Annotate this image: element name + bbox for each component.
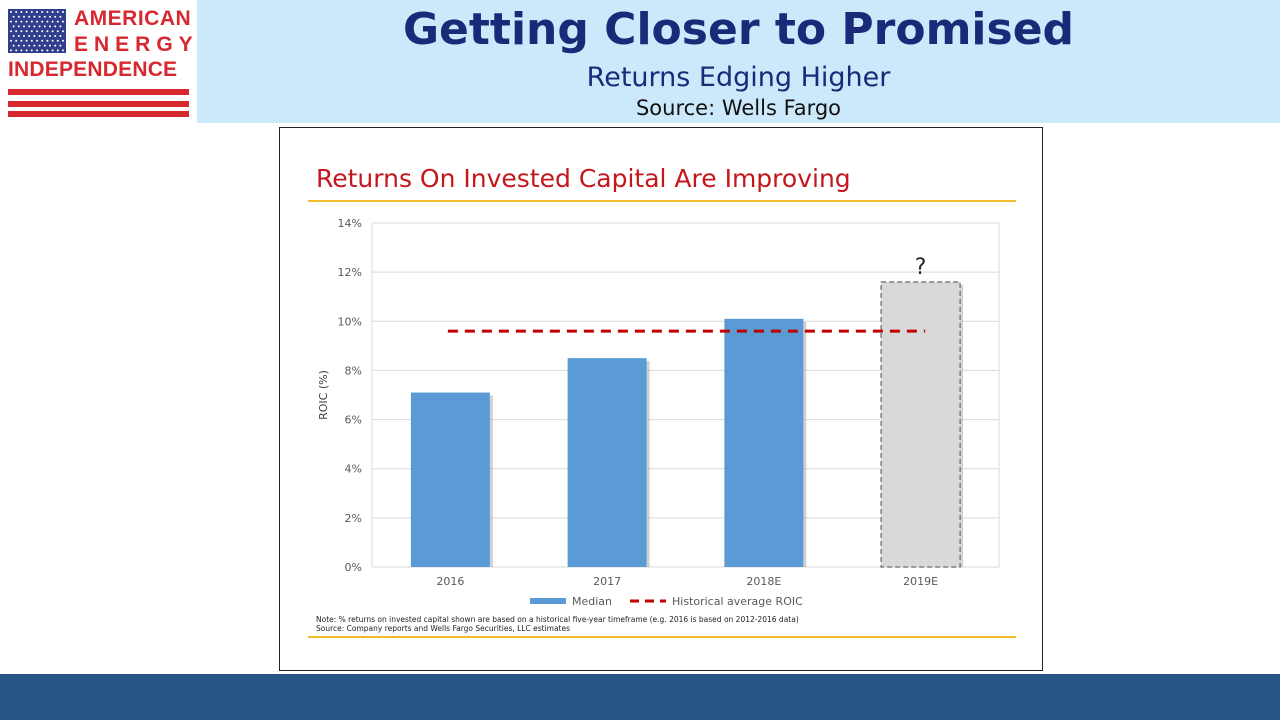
x-tick-label: 2018E <box>746 575 781 588</box>
legend-label-median: Median <box>572 595 612 608</box>
chart-title: Returns On Invested Capital Are Improvin… <box>316 164 851 193</box>
logo: AMERICAN ENERGY INDEPENDENCE ™ <box>8 5 193 119</box>
logo-line3: INDEPENDENCE <box>8 58 178 81</box>
y-tick-label: 6% <box>345 414 362 427</box>
logo-stripe <box>8 89 189 95</box>
y-tick-label: 0% <box>345 561 362 574</box>
bottom-rule <box>308 636 1016 638</box>
flag-stars <box>10 11 64 52</box>
footer-band <box>0 674 1280 720</box>
header-band <box>197 0 1280 123</box>
x-tick-label: 2016 <box>436 575 464 588</box>
logo-line1: AMERICAN <box>74 7 192 30</box>
x-tick-label: 2017 <box>593 575 621 588</box>
logo-stripe <box>8 101 189 107</box>
chart-svg: 0% 2% 4% 6% 8% 10% 12% 14% ROIC (%) 2016 2017 2018E… <box>317 217 1000 608</box>
page-subtitle: Returns Edging Higher <box>586 62 891 93</box>
legend-label-avg: Historical average ROIC <box>672 595 803 608</box>
y-tick-label: 2% <box>345 512 362 525</box>
page-source: Source: Wells Fargo <box>635 96 842 120</box>
legend-swatch-median <box>530 598 566 604</box>
title-rule <box>308 200 1016 202</box>
logo-line2: ENERGY <box>74 33 199 56</box>
logo-stripe <box>8 111 189 117</box>
y-tick-label: 8% <box>345 364 362 377</box>
bar <box>567 358 647 567</box>
chart-figure: Returns On Invested Capital Are Improvin… <box>279 127 1043 671</box>
bar <box>724 318 804 567</box>
y-tick-label: 14% <box>338 217 362 230</box>
logo-trademark: ™ <box>180 113 185 119</box>
page-title: Getting Closer to Promised <box>402 4 1075 55</box>
chart-note-text: Note: % returns on invested capital show… <box>316 615 799 624</box>
y-tick-label: 12% <box>338 266 362 279</box>
bar <box>410 392 490 567</box>
y-axis-label: ROIC (%) <box>317 370 330 420</box>
flag-icon <box>8 9 66 53</box>
x-tick-label: 2019E <box>903 575 938 588</box>
chart-note: Note: % returns on invested capital show… <box>316 615 799 633</box>
y-tick-label: 4% <box>345 463 362 476</box>
bar-annotation: ? <box>915 255 927 280</box>
y-tick-label: 10% <box>338 315 362 328</box>
chart-source-text: Source: Company reports and Wells Fargo … <box>316 624 571 633</box>
bar-estimate <box>880 281 961 568</box>
